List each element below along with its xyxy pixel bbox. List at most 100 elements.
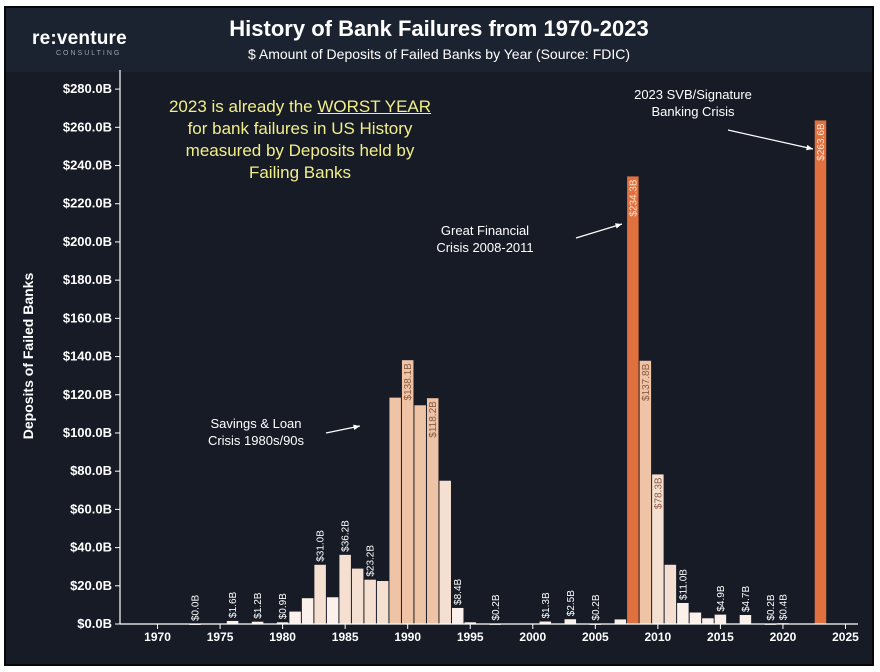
bar [689, 612, 702, 624]
header-bar: re:venture CONSULTING History of Bank Fa… [6, 8, 872, 72]
gfc-line-2: Crisis 2008-2011 [436, 240, 534, 255]
data-label: $0.2B [591, 594, 602, 620]
x-tick-label: 1980 [269, 630, 296, 644]
data-label: $1.2B [253, 592, 264, 618]
x-tick-label: 1990 [394, 630, 421, 644]
x-tick-label: 1985 [332, 630, 359, 644]
chart-subtitle: $ Amount of Deposits of Failed Banks by … [247, 46, 631, 62]
data-label: $118.2B [428, 401, 439, 438]
bar [714, 614, 727, 624]
bar [401, 360, 414, 624]
bar [276, 622, 289, 624]
data-label: $1.3B [541, 592, 552, 618]
y-tick-label: $180.0B [63, 272, 112, 287]
x-tick-label: 2015 [707, 630, 734, 644]
svb-arrow [727, 129, 814, 150]
data-label: $36.2B [341, 520, 352, 552]
data-label: $2.5B [566, 590, 577, 616]
worst-year-line-1: 2023 is already the WORST YEAR [150, 96, 450, 118]
bar [639, 360, 652, 624]
data-label: $0.2B [766, 594, 777, 620]
data-label: $11.0B [678, 569, 689, 600]
bar [351, 568, 364, 624]
bar [702, 618, 714, 624]
svb-callout: 2023 SVB/Signature Banking Crisis [618, 86, 768, 120]
svb-line-1: 2023 SVB/Signature [634, 87, 752, 102]
worst-year-line-3: measured by Deposits held by [185, 141, 415, 160]
savings-loan-line-2: Crisis 1980s/90s [207, 433, 305, 448]
data-label: $263.6B [816, 123, 827, 161]
worst-year-emphasis: WORST YEAR [317, 97, 432, 116]
bar [652, 474, 664, 624]
company-logo-subtitle: CONSULTING [56, 50, 122, 57]
y-tick-label: $220.0B [63, 196, 112, 211]
data-label: $1.6B [228, 591, 239, 617]
bar [251, 621, 264, 624]
data-label: $8.4B [453, 578, 464, 604]
bar [439, 480, 451, 624]
y-tick-label: $280.0B [63, 81, 112, 96]
y-tick-label: $40.0B [70, 540, 112, 555]
gfc-arrow-head [615, 223, 622, 229]
y-tick-label: $140.0B [63, 349, 112, 364]
data-label: $31.0B [316, 530, 327, 562]
bar [226, 620, 239, 624]
gfc-line-1: Great Financial [440, 223, 530, 238]
bar [451, 607, 464, 624]
bar [414, 405, 426, 624]
data-label: $137.8B [641, 363, 652, 401]
bar [326, 597, 339, 624]
savings-loan-arrow-head [353, 424, 360, 430]
chart-frame: re:venture CONSULTING History of Bank Fa… [4, 6, 874, 666]
data-label: $234.3B [628, 179, 639, 217]
data-label: $78.3B [653, 477, 664, 509]
bar [364, 579, 376, 624]
worst-year-line-1-text: 2023 is already the [168, 97, 318, 116]
bar [739, 615, 752, 624]
svb-arrow-head [806, 144, 813, 151]
y-tick-label: $240.0B [63, 158, 112, 173]
bar [677, 602, 689, 624]
savings-loan-callout: Savings & Loan Crisis 1980s/90s [196, 415, 316, 449]
data-label: $0.9B [278, 593, 289, 619]
y-tick-label: $60.0B [70, 501, 112, 516]
bar [389, 397, 401, 624]
y-tick-label: $160.0B [63, 310, 112, 325]
bar [301, 598, 314, 624]
gfc-callout: Great Financial Crisis 2008-2011 [426, 222, 544, 256]
worst-year-line-2: for bank failures in US History [187, 119, 413, 138]
bar [664, 564, 677, 624]
bar [814, 120, 827, 624]
bar [539, 621, 552, 624]
data-label: $23.2B [366, 545, 377, 577]
y-tick-label: $80.0B [70, 463, 112, 478]
data-label: $4.7B [741, 586, 752, 612]
x-tick-label: 1975 [207, 630, 234, 644]
y-tick-label: $120.0B [63, 387, 112, 402]
worst-year-line-4: Failing Banks [248, 163, 352, 182]
data-label: $138.1B [403, 363, 414, 401]
y-tick-label: $100.0B [63, 425, 112, 440]
data-label: $0.0B [191, 595, 202, 621]
x-tick-label: 2020 [770, 630, 797, 644]
gfc-arrow [575, 223, 623, 239]
bar [614, 619, 627, 624]
y-tick-label: $260.0B [63, 119, 112, 134]
bar [426, 398, 439, 624]
svb-line-2: Banking Crisis [651, 104, 735, 119]
x-tick-label: 2005 [582, 630, 609, 644]
bar [289, 611, 301, 624]
bar [314, 564, 326, 624]
data-label: $4.9B [716, 585, 727, 611]
y-tick-label: $200.0B [63, 234, 112, 249]
bar [627, 176, 639, 625]
x-tick-label: 2000 [519, 630, 546, 644]
company-logo: re:venture [32, 28, 127, 49]
bar [564, 619, 577, 624]
data-label: $0.2B [491, 594, 502, 620]
x-tick-label: 2010 [645, 630, 672, 644]
y-tick-label: $20.0B [70, 578, 112, 593]
data-label: $0.4B [778, 594, 789, 620]
bar [464, 622, 476, 624]
